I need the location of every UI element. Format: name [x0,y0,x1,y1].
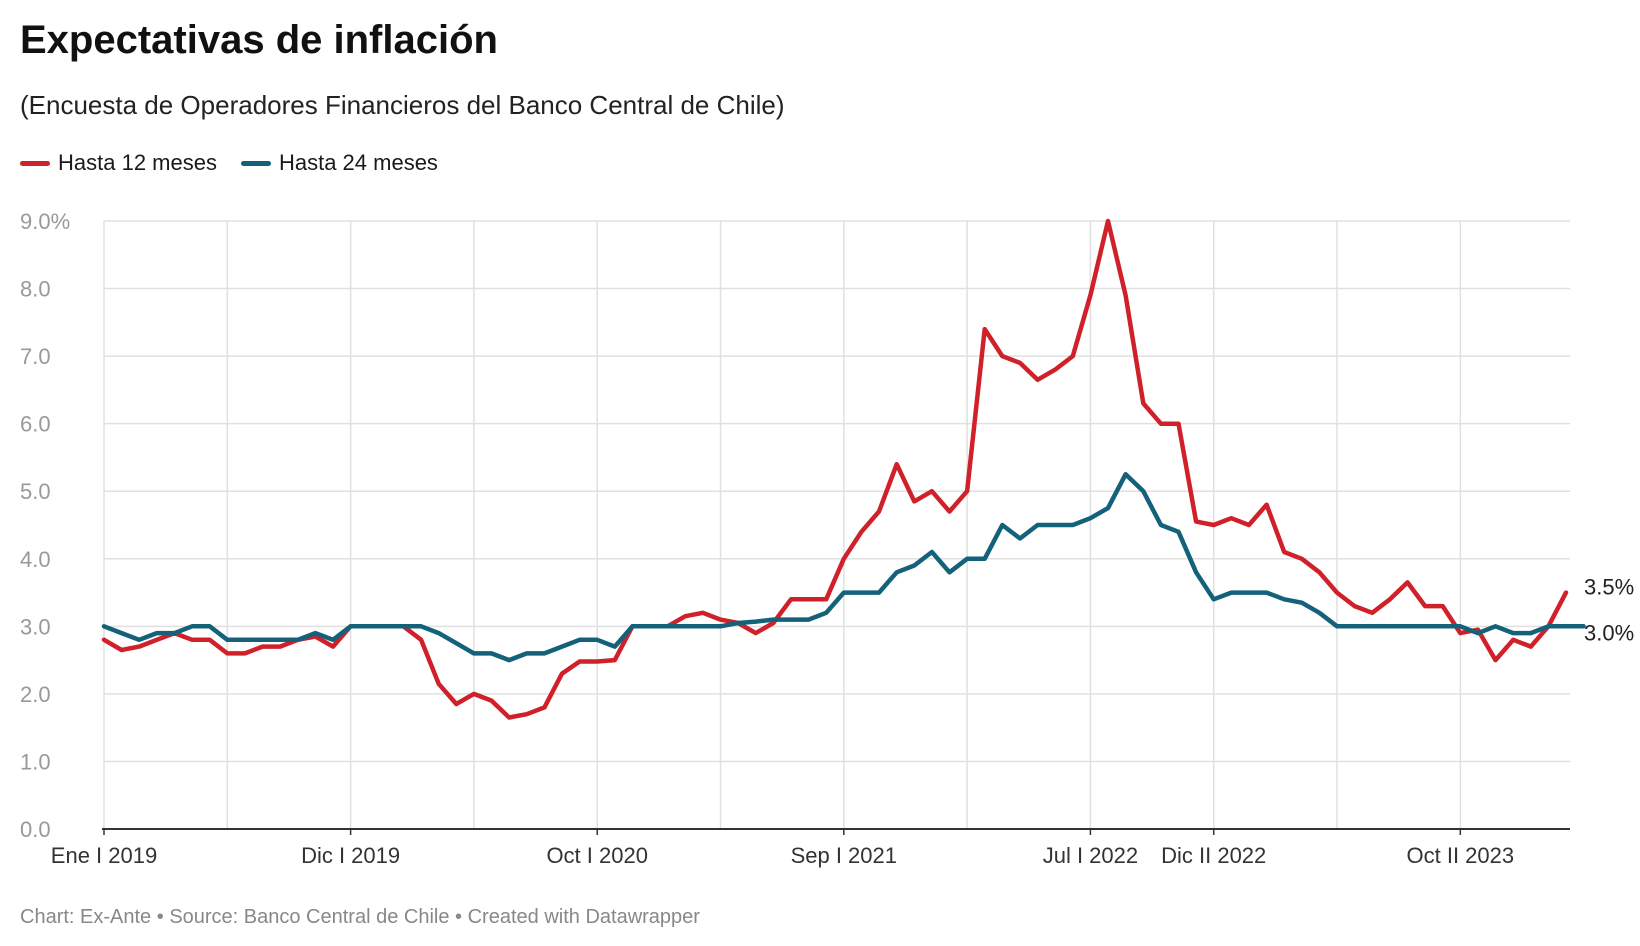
x-tick-label: Ene I 2019 [51,843,157,868]
y-tick-label: 4.0 [20,547,51,572]
legend-label-24: Hasta 24 meses [278,150,438,175]
legend-item-24: Hasta 24 meses [240,150,438,176]
legend: Hasta 12 meses Hasta 24 meses [20,150,438,176]
y-tick-label: 9.0% [20,209,70,234]
y-tick-label: 3.0 [20,614,51,639]
x-tick-label: Sep I 2021 [791,843,897,868]
y-tick-label: 1.0 [20,749,51,774]
x-axis-ticks: Ene I 2019 Dic I 2019 Oct I 2020 Sep I 2021… [51,829,1514,868]
end-label-12-meses: 3.5% [1584,575,1634,600]
x-tick-label: Oct I 2020 [546,843,648,868]
chart-title: Expectativas de inflación [20,18,498,62]
footer-source: Source: Banco Central de Chile [169,906,450,928]
series-line-12-meses [101,218,1569,720]
line-chart: 0.0 1.0 2.0 3.0 4.0 5.0 6.0 7.0 8.0 9.0% Ene I 20… [20,209,1634,868]
footer-chart-by: Chart: Ex-Ante [20,906,152,928]
y-gridlines [104,220,1570,763]
y-tick-label: 5.0 [20,479,51,504]
x-tick-label: Oct II 2023 [1407,843,1515,868]
x-tick-label: Jul I 2022 [1043,843,1138,868]
legend-swatch-24 [240,160,271,166]
y-axis-ticks: 0.0 1.0 2.0 3.0 4.0 5.0 6.0 7.0 8.0 9.0% [20,209,70,842]
y-tick-label: 6.0 [20,412,51,437]
y-tick-label: 0.0 [20,817,51,842]
end-label-24-meses: 3.0% [1584,620,1634,645]
legend-label-12: Hasta 12 meses [58,150,217,175]
footer-created: Created with Datawrapper [467,906,700,928]
footer-separator-2: • [455,906,463,928]
legend-item-12: Hasta 12 meses [20,150,217,176]
x-tick-label: Dic II 2022 [1161,843,1266,868]
legend-swatch-12 [20,160,50,166]
x-gridlines [103,221,1462,829]
series-lines [101,218,1586,720]
y-tick-label: 2.0 [20,682,51,707]
x-tick-label: Dic I 2019 [301,843,400,868]
y-tick-label: 7.0 [20,344,51,369]
y-tick-label: 8.0 [20,277,51,302]
end-labels: 3.5% 3.0% [1584,575,1634,646]
chart-footer: Chart: Ex-Ante • Source: Banco Central d… [20,906,700,929]
chart-subtitle: (Encuesta de Operadores Financieros del … [20,90,785,120]
footer-separator-1: • [156,906,164,928]
series-line-24-meses [101,472,1586,663]
